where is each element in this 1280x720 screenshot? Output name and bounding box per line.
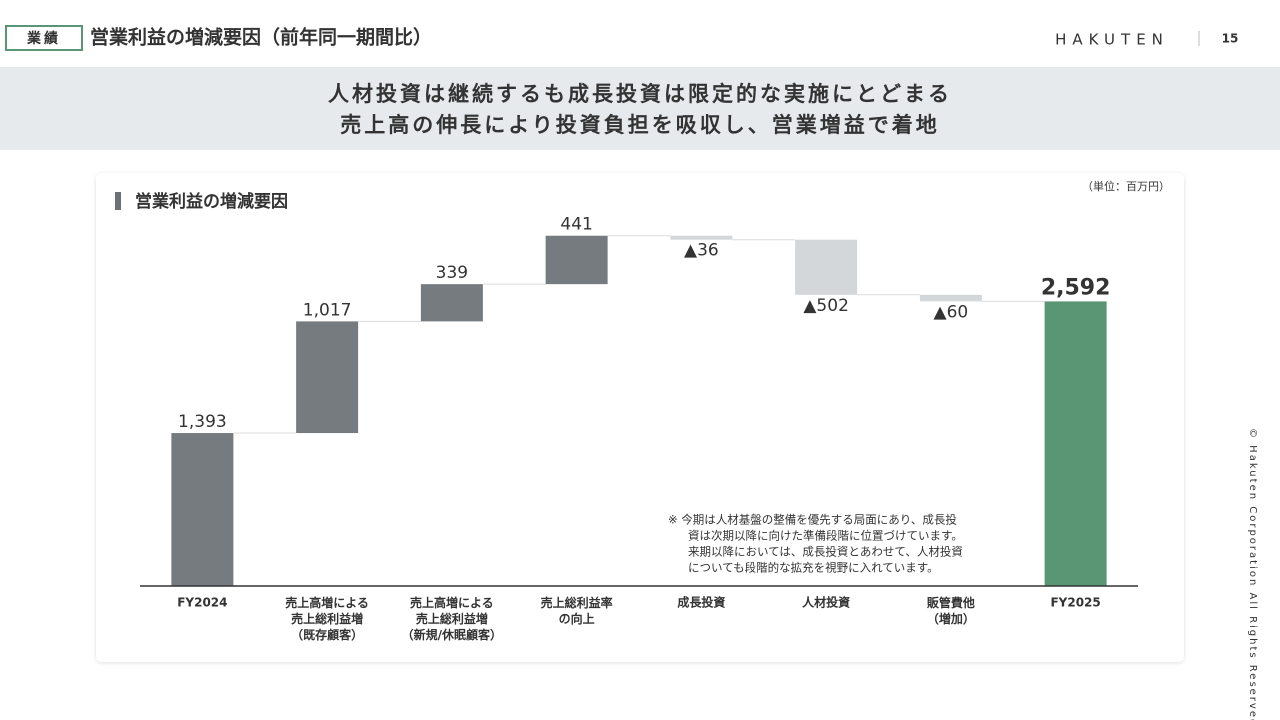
value-label: 441	[560, 215, 592, 235]
note: 資は次期以降に向けた準備段階に位置づけています。	[688, 529, 963, 543]
x-tick-label: FY2025	[1050, 596, 1100, 610]
logo: HAKUTEN	[1055, 31, 1169, 49]
badge-box	[5, 25, 83, 51]
note: ※ 今期は人材基盤の整備を優先する局面にあり、成長投	[668, 513, 957, 527]
chart-title: 営業利益の増減要因	[135, 191, 288, 212]
x-tick-label: 人材投資	[802, 595, 850, 610]
x-tick-label: 売上高増による売上総利益増（既存顧客）	[285, 595, 369, 642]
bar	[420, 284, 483, 322]
bar	[919, 294, 982, 302]
value-label: ▲36	[684, 241, 719, 261]
bar	[670, 235, 733, 240]
value-label: 2,592	[1041, 275, 1111, 300]
value-label: 339	[436, 263, 468, 283]
x-tick-label: 成長投資	[677, 595, 725, 610]
note: 来期以降においては、成長投資とあわせて、人材投資	[688, 545, 963, 559]
page-number: 15	[1222, 32, 1239, 46]
bar	[171, 433, 234, 586]
value-label: 1,393	[178, 412, 227, 432]
note: についても段階的な拡充を視野に入れています。	[688, 561, 939, 575]
banner-line: 売上高の伸長により投資負担を吸収し、営業増益で着地	[340, 113, 940, 137]
x-tick-label: 売上総利益率の向上	[541, 595, 613, 626]
value-label: ▲60	[934, 302, 969, 322]
unit: （単位：百万円）	[1082, 179, 1170, 193]
bar	[1044, 301, 1107, 586]
value-label: 1,017	[303, 300, 352, 320]
page-title: 営業利益の増減要因（前年同一期間比）	[90, 26, 432, 49]
x-tick-label: 売上高増による売上総利益増（新規/休眠顧客）	[402, 595, 502, 642]
banner	[0, 67, 1280, 150]
x-tick-label: FY2024	[177, 596, 227, 610]
title-marker	[115, 192, 121, 210]
bar	[545, 235, 608, 285]
copyright: © Hakuten Corporation All Rights Reserve…	[1247, 428, 1258, 720]
banner-line: 人材投資は継続するも成長投資は限定的な実施にとどまる	[328, 82, 952, 106]
bar	[296, 321, 359, 434]
x-tick-label: 販管費他（増加）	[927, 595, 975, 626]
bar	[795, 239, 858, 295]
card	[96, 173, 1184, 662]
badge: 業績	[26, 30, 61, 47]
value-label: ▲502	[803, 296, 849, 316]
